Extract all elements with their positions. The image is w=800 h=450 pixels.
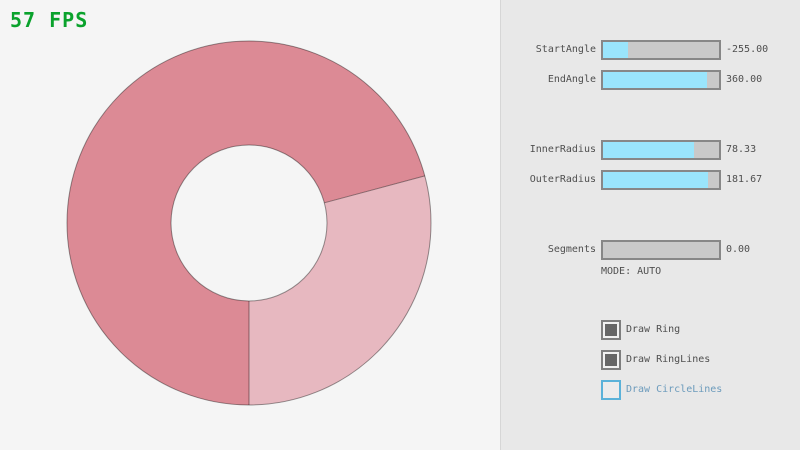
endangle-slider-fill xyxy=(603,72,708,88)
outerradius-row: OuterRadius 181.67 xyxy=(501,170,800,190)
startangle-value: -255.00 xyxy=(726,44,769,55)
endangle-slider[interactable] xyxy=(601,70,721,90)
fps-counter: 57 FPS xyxy=(10,8,89,32)
innerradius-row: InnerRadius 78.33 xyxy=(501,140,800,160)
control-panel: StartAngle -255.00 EndAngle 360.00 InnerRadi… xyxy=(500,0,800,450)
donut-ring-canvas xyxy=(66,40,432,406)
endangle-value: 360.00 xyxy=(726,74,763,85)
innerradius-slider[interactable] xyxy=(601,140,721,160)
ring-radial-line xyxy=(324,175,425,204)
outerradius-slider[interactable] xyxy=(601,170,721,190)
innerradius-label: InnerRadius xyxy=(529,144,596,155)
startangle-label: StartAngle xyxy=(535,44,596,55)
segments-value: 0.00 xyxy=(726,244,751,255)
ring-main-segment xyxy=(67,41,425,406)
ring-inner-outline xyxy=(170,144,328,302)
outerradius-value: 181.67 xyxy=(726,174,763,185)
innerradius-value: 78.33 xyxy=(726,144,757,155)
draw-ring-checkbox-label: Draw Ring xyxy=(626,324,681,335)
checkmark-fill-icon xyxy=(605,354,617,366)
endangle-row: EndAngle 360.00 xyxy=(501,70,800,90)
checkmark-fill-icon xyxy=(605,324,617,336)
draw-ringlines-checkbox-label: Draw RingLines xyxy=(626,354,711,365)
outerradius-slider-fill xyxy=(603,172,709,188)
draw-circlelines-checkbox[interactable] xyxy=(601,380,621,400)
draw-ringlines-checkbox[interactable] xyxy=(601,350,621,370)
startangle-slider-fill xyxy=(603,42,629,58)
segments-slider[interactable] xyxy=(601,240,721,260)
draw-ring-row: Draw Ring xyxy=(501,320,800,340)
innerradius-slider-fill xyxy=(603,142,694,158)
draw-circlelines-checkbox-label: Draw CircleLines xyxy=(626,384,723,395)
draw-ring-checkbox[interactable] xyxy=(601,320,621,340)
draw-ringlines-row: Draw RingLines xyxy=(501,350,800,370)
outerradius-label: OuterRadius xyxy=(529,174,596,185)
endangle-label: EndAngle xyxy=(547,74,596,85)
segments-label: Segments xyxy=(547,244,596,255)
segments-row: Segments 0.00 xyxy=(501,240,800,260)
startangle-row: StartAngle -255.00 xyxy=(501,40,800,60)
segments-mode-label: MODE: AUTO xyxy=(601,266,662,277)
ring-outer-outline xyxy=(66,40,432,406)
ring-light-segment xyxy=(249,175,432,405)
startangle-slider[interactable] xyxy=(601,40,721,60)
draw-circlelines-row: Draw CircleLines xyxy=(501,380,800,400)
